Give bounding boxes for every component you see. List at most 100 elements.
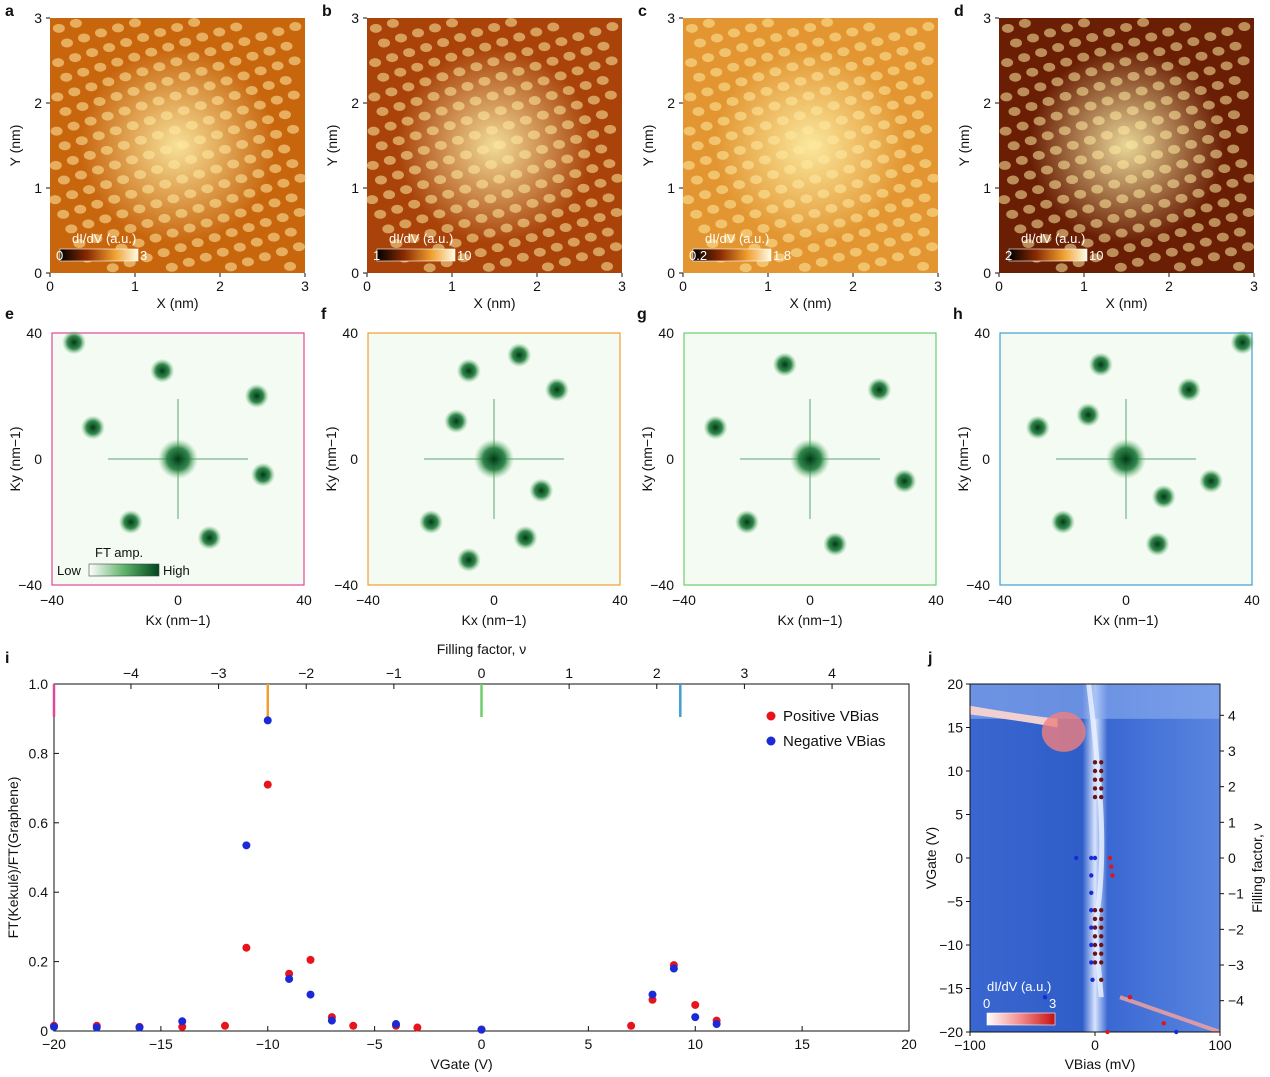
stm-lattice-spot <box>118 106 131 116</box>
stm-lattice-spot <box>226 193 239 203</box>
stm-lattice-spot <box>242 223 255 233</box>
stm-lattice-spot <box>606 22 619 32</box>
data-point <box>691 1013 700 1022</box>
stm-lattice-spot <box>777 81 790 91</box>
stm-lattice-spot <box>877 120 890 130</box>
y-tick-label: 2 <box>351 95 359 111</box>
stm-lattice-spot <box>462 47 475 57</box>
stm-lattice-spot <box>920 124 933 134</box>
stm-lattice-spot <box>860 125 873 135</box>
stm-lattice-spot <box>728 28 740 38</box>
stm-lattice-spot <box>559 223 572 233</box>
stm-lattice-spot <box>536 144 549 154</box>
stm-lattice-spot <box>255 32 268 42</box>
stm-lattice-spot <box>200 218 213 228</box>
stm-lattice-spot <box>908 247 921 257</box>
stm-lattice-spot <box>227 125 240 135</box>
stm-lattice-spot <box>528 96 541 106</box>
stm-lattice-spot <box>1195 51 1208 61</box>
stm-lattice-spot <box>1141 203 1154 213</box>
stm-lattice-spot <box>1134 120 1147 130</box>
stm-lattice-spot <box>1209 183 1222 193</box>
stm-lattice-spot <box>596 75 609 85</box>
data-point <box>92 1023 101 1032</box>
stm-lattice-spot <box>767 135 780 145</box>
stm-lattice-spot <box>1039 234 1052 244</box>
stm-lattice-spot <box>509 203 522 213</box>
stm-lattice-spot <box>815 257 828 267</box>
y-tick-label: 0 <box>666 451 674 467</box>
stm-lattice-spot <box>1091 184 1104 194</box>
stm-lattice-spot <box>750 140 763 150</box>
stm-lattice-spot <box>451 135 464 145</box>
stm-lattice-spot <box>78 33 90 43</box>
stm-lattice-spot <box>760 86 773 96</box>
y-axis-label: Ky (nm−1) <box>7 427 23 492</box>
x-tick-label: 0 <box>174 592 182 608</box>
stm-lattice-spot <box>765 238 778 248</box>
stm-lattice-spot <box>869 105 882 115</box>
stm-lattice-spot <box>483 228 496 238</box>
stm-lattice-spot <box>176 140 189 150</box>
stm-lattice-spot <box>1125 174 1138 184</box>
stm-lattice-spot <box>1227 110 1240 120</box>
stm-lattice-spot <box>272 27 285 37</box>
stm-lattice-spot <box>82 219 95 229</box>
stm-lattice-spot <box>817 189 830 199</box>
stm-lattice-spot <box>110 91 123 101</box>
stm-lattice-spot <box>849 247 862 257</box>
x-tick-label: 40 <box>1244 592 1260 608</box>
panel-letter: g <box>637 306 647 323</box>
y-tick-label: 40 <box>974 325 990 341</box>
y-axis-label: Ky (nm−1) <box>955 427 971 492</box>
stm-lattice-spot <box>268 198 281 208</box>
stm-lattice-spot <box>911 144 924 154</box>
x-axis-label: VGate (V) <box>430 1056 492 1072</box>
stm-lattice-spot <box>1074 155 1087 165</box>
fft-center-peak <box>790 439 830 479</box>
stm-lattice-spot <box>136 67 149 77</box>
stm-lattice-spot <box>100 180 113 190</box>
stm-lattice-spot <box>408 165 421 175</box>
stm-panel-a: a dI/dV (a.u.) 0 3 0 1 2 3 0 1 2 3 X (nm) Y (nm) <box>5 3 309 311</box>
stm-lattice-spot <box>544 159 557 169</box>
stm-lattice-spot <box>377 72 390 82</box>
stm-lattice-spot <box>1207 252 1220 262</box>
stm-lattice-spot <box>125 189 138 199</box>
stm-lattice-spot <box>445 52 458 62</box>
stm-lattice-spot <box>749 209 762 219</box>
stm-lattice-spot <box>238 37 251 47</box>
stm-lattice-spot <box>610 207 623 217</box>
stm-lattice-spot <box>493 140 506 150</box>
x-tick-label: 15 <box>794 1036 810 1052</box>
stm-lattice-spot <box>241 257 254 267</box>
stm-lattice-spot <box>142 184 155 194</box>
stm-lattice-spot <box>1018 53 1031 63</box>
stm-lattice-spot <box>418 111 431 121</box>
stm-lattice-spot <box>259 218 272 228</box>
data-point <box>1092 925 1098 930</box>
stm-lattice-spot <box>442 189 455 199</box>
stm-lattice-spot <box>1119 57 1132 67</box>
stm-lattice-spot <box>1092 116 1105 126</box>
stm-lattice-spot <box>768 101 781 111</box>
stm-lattice-spot <box>863 22 876 32</box>
stm-lattice-spot <box>570 100 583 110</box>
stm-lattice-spot <box>90 234 103 244</box>
data-point <box>1089 908 1094 913</box>
stm-lattice-spot <box>601 227 614 237</box>
stm-lattice-spot <box>819 86 832 96</box>
stm-lattice-spot <box>558 257 571 267</box>
stm-lattice-spot <box>716 150 729 160</box>
fft-map-row: e −40 0 40 40 0 −40 Kx (nm−1) Ky (nm−1) FT amp. Lo… <box>5 306 1260 628</box>
stm-lattice-spot <box>1160 96 1173 106</box>
stm-lattice-spot <box>809 140 822 150</box>
stm-lattice-spot <box>510 135 523 145</box>
heatmap-ridge <box>1086 684 1105 998</box>
stm-lattice-spot <box>834 184 847 194</box>
fft-bragg-peak <box>1025 415 1050 440</box>
stm-lattice-spot <box>926 207 939 217</box>
stm-lattice-spot <box>1226 178 1239 188</box>
y-tick-label: 0 <box>955 850 963 866</box>
stm-lattice-spot <box>1176 125 1189 135</box>
